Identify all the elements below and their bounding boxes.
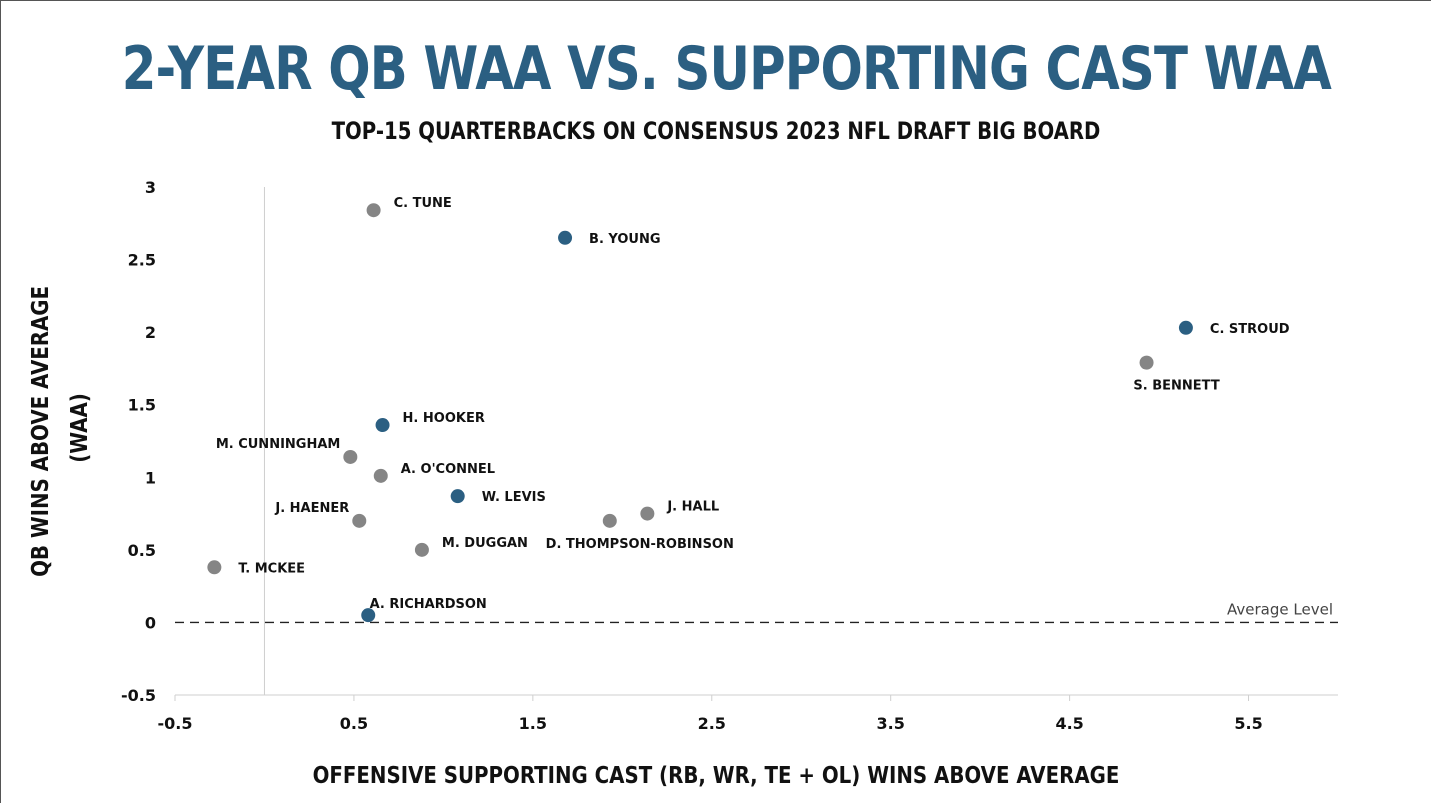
point-label: M. DUGGAN — [442, 536, 528, 551]
point-label: T. MCKEE — [238, 561, 305, 576]
y-axis-title: QB WINS ABOVE AVERAGE (WAA) — [28, 279, 94, 577]
data-point — [1178, 320, 1193, 335]
point-label: C. STROUD — [1210, 322, 1290, 337]
chart-title: 2-YEAR QB WAA VS. SUPPORTING CAST WAA — [121, 34, 1332, 104]
x-tick-label: -0.5 — [158, 714, 193, 733]
point-label: S. BENNETT — [1133, 379, 1219, 394]
y-tick-label: 0 — [145, 613, 156, 632]
data-point — [602, 513, 617, 528]
x-axis-title: OFFENSIVE SUPPORTING CAST (RB, WR, TE + … — [313, 763, 1120, 790]
data-point — [640, 506, 655, 521]
y-tick-label: 1 — [145, 468, 156, 487]
data-points: C. TUNE B. YOUNG C. STROUD S. BENNETT H. HOO… — [207, 196, 1290, 623]
data-point — [558, 230, 573, 245]
x-tick-label: 1.5 — [519, 714, 547, 733]
data-point — [207, 560, 222, 575]
average-reference-line: Average Level — [175, 600, 1338, 624]
x-tick-label: 2.5 — [698, 714, 726, 733]
x-tick-label: 5.5 — [1234, 714, 1262, 733]
y-tick-label: 2.5 — [128, 251, 156, 270]
data-point — [366, 203, 381, 218]
y-tick-label: 3 — [145, 178, 156, 197]
point-label: C. TUNE — [394, 196, 452, 211]
point-label: A. RICHARDSON — [370, 597, 487, 612]
y-axis-title-line-1: QB WINS ABOVE AVERAGE — [28, 286, 55, 577]
y-axis-title-line-2: (WAA) — [67, 393, 94, 463]
point-label: A. O'CONNEL — [401, 462, 495, 477]
data-point — [375, 418, 390, 433]
y-tick-label: 2 — [145, 323, 156, 342]
axes: -0.5 0.5 1.5 2.5 3.5 4.5 5.5 3 2.5 2 1.5 1 0.5 0 -0.5 — [121, 178, 1338, 733]
data-point — [343, 449, 358, 464]
y-tick-label: -0.5 — [121, 686, 156, 705]
x-tick-label: 3.5 — [877, 714, 905, 733]
point-label: J. HAENER — [274, 501, 349, 516]
point-label: D. THOMPSON-ROBINSON — [546, 537, 734, 552]
x-tick-label: 4.5 — [1055, 714, 1083, 733]
y-tick-label: 0.5 — [128, 541, 156, 560]
chart-subtitle: TOP-15 QUARTERBACKS ON CONSENSUS 2023 NF… — [331, 117, 1101, 145]
y-tick-label: 1.5 — [128, 396, 156, 415]
data-point — [361, 608, 376, 623]
point-label: B. YOUNG — [589, 232, 660, 247]
point-label: J. HALL — [666, 500, 719, 515]
data-point — [373, 468, 388, 483]
average-level-label: Average Level — [1227, 600, 1333, 618]
point-label: M. CUNNINGHAM — [216, 437, 341, 452]
point-label: W. LEVIS — [482, 490, 546, 505]
data-point — [414, 542, 429, 557]
data-point — [450, 489, 465, 504]
data-point — [352, 513, 367, 528]
x-tick-label: 0.5 — [340, 714, 368, 733]
data-point — [1139, 355, 1154, 370]
point-label: H. HOOKER — [403, 411, 485, 426]
